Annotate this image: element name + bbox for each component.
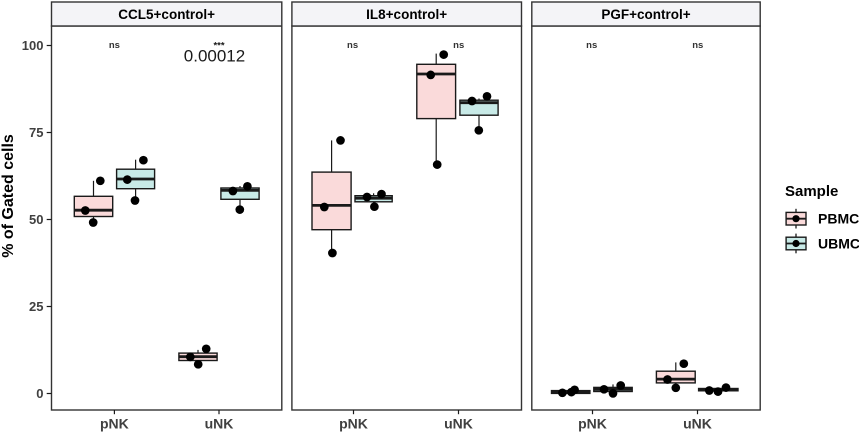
svg-text:ns: ns (347, 40, 358, 51)
svg-text:25: 25 (29, 299, 43, 314)
svg-text:uNK: uNK (683, 416, 712, 432)
svg-text:pNK: pNK (100, 416, 129, 432)
svg-text:ns: ns (109, 40, 120, 51)
svg-text:0: 0 (36, 386, 43, 401)
svg-text:0.00012: 0.00012 (184, 47, 245, 66)
svg-text:Sample: Sample (785, 183, 838, 200)
svg-text:ns: ns (453, 40, 464, 51)
svg-text:CCL5+control+: CCL5+control+ (118, 7, 215, 22)
svg-text:ns: ns (692, 40, 703, 51)
svg-text:***: *** (213, 40, 224, 51)
svg-text:PBMC: PBMC (818, 211, 859, 227)
svg-text:100: 100 (22, 38, 44, 53)
svg-text:uNK: uNK (444, 416, 473, 432)
svg-text:PGF+control+: PGF+control+ (601, 7, 690, 22)
svg-text:uNK: uNK (205, 416, 234, 432)
svg-text:75: 75 (29, 125, 43, 140)
svg-text:% of Gated cells: % of Gated cells (0, 134, 17, 258)
svg-text:IL8+control+: IL8+control+ (366, 7, 447, 22)
svg-text:ns: ns (586, 40, 597, 51)
svg-text:pNK: pNK (339, 416, 368, 432)
svg-text:pNK: pNK (578, 416, 607, 432)
svg-text:50: 50 (29, 212, 43, 227)
svg-text:UBMC: UBMC (818, 235, 859, 251)
